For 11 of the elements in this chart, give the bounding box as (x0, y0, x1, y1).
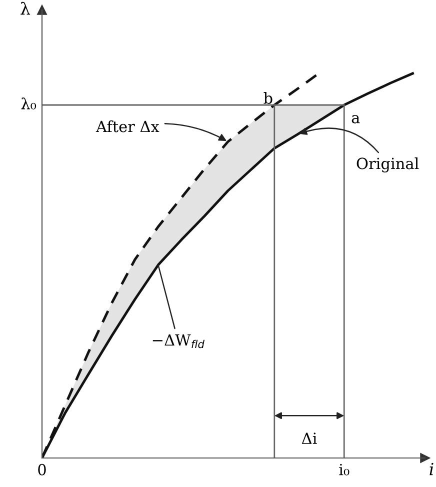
text: λ₀ (21, 98, 36, 110)
annotation: Original (356, 157, 419, 172)
annotation: Δi (302, 432, 317, 444)
text: i₀ (339, 464, 350, 476)
annotation: b (264, 92, 272, 104)
y-axis-title: λ (20, 2, 30, 15)
x-axis-title: i (430, 462, 434, 476)
annotation: After Δx (96, 120, 160, 132)
annotation: a (352, 114, 360, 124)
annotation: −ΔW$_{fld}$ (152, 334, 205, 348)
text: 0 (38, 464, 46, 476)
